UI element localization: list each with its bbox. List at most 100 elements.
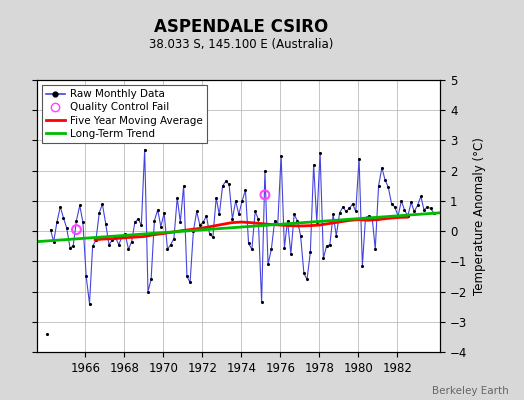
Point: [134, 216, 143, 222]
Y-axis label: Temperature Anomaly (°C): Temperature Anomaly (°C): [473, 137, 486, 295]
Point: [189, 228, 198, 234]
Point: [225, 181, 233, 188]
Point: [167, 242, 175, 248]
Point: [257, 299, 266, 305]
Point: [121, 231, 129, 237]
Point: [205, 231, 214, 237]
Point: [98, 201, 106, 207]
Point: [378, 164, 386, 171]
Point: [147, 276, 155, 283]
Point: [397, 198, 406, 204]
Point: [248, 246, 256, 252]
Point: [407, 199, 416, 206]
Point: [358, 263, 367, 269]
Point: [365, 213, 373, 219]
Point: [352, 208, 360, 215]
Point: [115, 242, 123, 248]
Point: [345, 205, 354, 212]
Point: [144, 288, 152, 295]
Point: [75, 202, 84, 209]
Point: [176, 219, 184, 225]
Point: [244, 240, 253, 246]
Point: [235, 211, 243, 218]
Point: [183, 273, 191, 280]
Point: [267, 246, 276, 252]
Point: [413, 202, 422, 209]
Point: [209, 234, 217, 240]
Point: [124, 246, 133, 252]
Point: [160, 210, 168, 216]
Point: [127, 238, 136, 245]
Point: [297, 232, 305, 239]
Point: [264, 261, 272, 268]
Point: [310, 162, 318, 168]
Point: [82, 273, 90, 280]
Point: [355, 155, 363, 162]
Point: [56, 204, 64, 210]
Point: [43, 331, 51, 337]
Point: [322, 243, 331, 250]
Point: [274, 220, 282, 227]
Point: [95, 210, 103, 216]
Point: [118, 234, 126, 240]
Point: [66, 244, 74, 251]
Point: [254, 216, 263, 222]
Point: [212, 195, 221, 201]
Point: [394, 213, 402, 219]
Point: [102, 220, 110, 227]
Point: [293, 217, 301, 224]
Point: [277, 152, 285, 159]
Point: [381, 176, 389, 183]
Point: [368, 214, 376, 221]
Point: [59, 214, 68, 221]
Point: [186, 279, 194, 286]
Point: [140, 146, 149, 153]
Point: [108, 237, 116, 243]
Point: [348, 201, 357, 207]
Point: [283, 217, 292, 224]
Point: [173, 195, 181, 201]
Point: [219, 182, 227, 189]
Point: [313, 219, 321, 225]
Point: [319, 255, 328, 262]
Point: [79, 219, 87, 225]
Text: ASPENDALE CSIRO: ASPENDALE CSIRO: [154, 18, 328, 36]
Point: [202, 213, 211, 219]
Point: [374, 182, 383, 189]
Point: [417, 193, 425, 200]
Point: [384, 184, 392, 190]
Point: [163, 246, 172, 252]
Point: [300, 270, 308, 277]
Point: [238, 198, 246, 204]
Point: [72, 217, 81, 224]
Point: [306, 249, 314, 256]
Point: [105, 242, 113, 248]
Point: [430, 210, 438, 216]
Point: [85, 300, 94, 307]
Point: [251, 208, 259, 215]
Point: [130, 219, 139, 225]
Point: [137, 222, 146, 228]
Point: [390, 204, 399, 210]
Point: [215, 211, 224, 218]
Point: [195, 222, 204, 228]
Point: [423, 204, 431, 210]
Point: [62, 225, 71, 231]
Point: [53, 219, 61, 225]
Point: [316, 149, 324, 156]
Point: [261, 192, 269, 198]
Point: [362, 214, 370, 221]
Point: [280, 244, 289, 251]
Point: [303, 276, 311, 283]
Text: Berkeley Earth: Berkeley Earth: [432, 386, 508, 396]
Point: [49, 238, 58, 245]
Legend: Raw Monthly Data, Quality Control Fail, Five Year Moving Average, Long-Term Tren: Raw Monthly Data, Quality Control Fail, …: [42, 85, 207, 143]
Point: [170, 236, 178, 242]
Point: [157, 223, 165, 230]
Point: [261, 168, 269, 174]
Point: [111, 234, 119, 240]
Point: [46, 226, 54, 233]
Point: [150, 217, 159, 224]
Point: [290, 211, 298, 218]
Point: [339, 204, 347, 210]
